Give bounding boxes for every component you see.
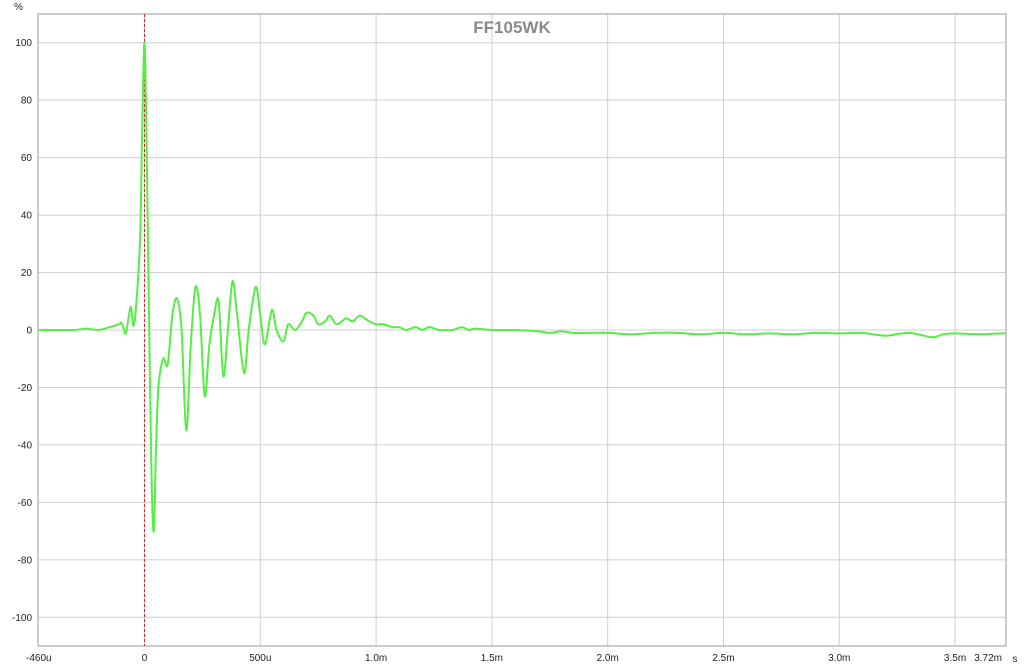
y-tick-label: -80 xyxy=(18,555,33,566)
x-tick-label: 3.5m xyxy=(944,653,966,664)
y-tick-label: 80 xyxy=(21,96,33,107)
x-tick-label: 3.0m xyxy=(828,653,850,664)
x-tick-label: 0 xyxy=(142,653,148,664)
y-tick-label: 20 xyxy=(21,268,33,279)
y-tick-label: 100 xyxy=(15,38,32,49)
y-unit-label: % xyxy=(14,2,23,13)
y-tick-labels: 100 80 60 40 20 0 -20 -40 -60 -80 -100 xyxy=(12,38,32,624)
y-tick-label: 40 xyxy=(21,211,33,222)
y-tick-label: -100 xyxy=(12,613,32,624)
y-tick-label: -60 xyxy=(18,498,33,509)
x-tick-label: 500u xyxy=(249,653,271,664)
y-tick-label: 0 xyxy=(26,326,32,337)
x-tick-labels: -460u 0 500u 1.0m 1.5m 2.0m 2.5m 3.0m 3.5m 3.72m xyxy=(26,653,1002,664)
x-tick-label: 1.5m xyxy=(481,653,503,664)
y-tick-label: -40 xyxy=(18,440,33,451)
x-unit-label: s xyxy=(1013,654,1018,665)
impulse-series-line xyxy=(38,41,1007,533)
y-tick-label: -20 xyxy=(18,383,33,394)
x-tick-label: 1.0m xyxy=(365,653,387,664)
x-tick-label: -460u xyxy=(26,653,52,664)
y-tick-label: 60 xyxy=(21,153,33,164)
x-tick-label: 3.72m xyxy=(974,653,1002,664)
chart-title: FF105WK xyxy=(473,18,551,37)
x-tick-label: 2.5m xyxy=(712,653,734,664)
x-tick-label: 2.0m xyxy=(597,653,619,664)
